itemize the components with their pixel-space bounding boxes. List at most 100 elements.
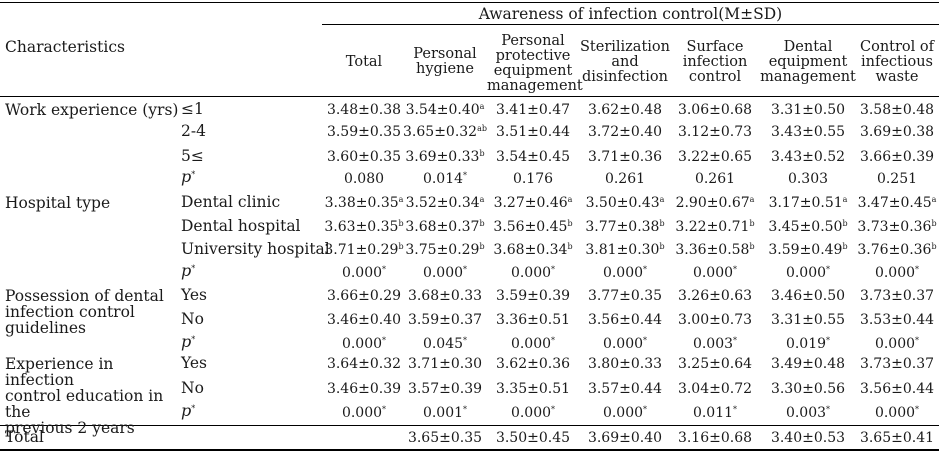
cell-sup: a — [749, 195, 755, 204]
cell-value: 3.50±0.43 — [585, 195, 660, 211]
cell-value: 3.17±0.51 — [768, 195, 843, 211]
cell-value: 3.68±0.34 — [493, 242, 568, 258]
table-cell: 3.62±0.48 — [579, 102, 671, 118]
table-cell: 3.60±0.35 — [322, 149, 406, 165]
group-label-4: Experience in infection control education… — [5, 356, 183, 436]
table-cell: 3.56±0.45b — [487, 219, 579, 235]
table-cell: 0.000* — [855, 405, 939, 421]
cell-value: 3.46±0.39 — [326, 381, 402, 397]
cell-value: 3.47±0.45 — [857, 195, 932, 211]
table-cell: 3.30±0.56 — [759, 381, 857, 397]
group-label-line: control education in the — [5, 387, 164, 421]
cell-value: 3.46±0.50 — [770, 288, 846, 304]
cell-value: 3.57±0.44 — [587, 381, 663, 397]
table-cell: 3.68±0.33 — [401, 288, 489, 304]
table-cell: 3.58±0.48 — [855, 102, 939, 118]
characteristics-text: Characteristics — [5, 38, 125, 56]
cell-value: 3.22±0.71 — [675, 219, 750, 235]
table-cell: 3.57±0.39 — [401, 381, 489, 397]
table-cell: 0.011* — [672, 405, 758, 421]
table-cell: 3.57±0.44 — [579, 381, 671, 397]
row-label: p* — [181, 169, 321, 185]
column-header-line: control — [688, 68, 742, 85]
cell-value: 3.45±0.50 — [768, 219, 843, 235]
cell-sup: * — [382, 405, 387, 414]
table-cell: 3.06±0.68 — [672, 102, 758, 118]
cell-value: 0.303 — [787, 171, 829, 187]
row-label-text: p — [181, 261, 192, 280]
cell-value: 3.73±0.37 — [859, 288, 935, 304]
row-label: No — [181, 380, 321, 396]
top-rule — [0, 2, 939, 3]
cell-value: 3.48±0.38 — [326, 102, 402, 118]
bottom-rule — [0, 449, 939, 451]
cell-value: 3.46±0.40 — [326, 312, 402, 328]
cell-value: 0.000 — [602, 336, 644, 352]
table-cell: 0.000* — [672, 265, 758, 281]
cell-value: 3.12±0.73 — [677, 124, 753, 140]
group-label-line: infection control — [5, 303, 135, 321]
table-cell: 3.77±0.38b — [579, 219, 671, 235]
table-cell: 0.080 — [322, 171, 406, 187]
group-label-2: Hospital type — [5, 195, 183, 211]
table-cell: 0.000* — [855, 265, 939, 281]
table-cell: 3.49±0.48 — [759, 356, 857, 372]
cell-value: 0.014 — [422, 171, 464, 187]
cell-value: 0.000 — [602, 265, 644, 281]
cell-sup: b — [659, 219, 665, 228]
table-cell: 3.54±0.40a — [401, 102, 489, 118]
cell-value: 0.000 — [785, 265, 827, 281]
cell-sup: b — [842, 219, 848, 228]
column-header-line: Personal — [413, 46, 477, 62]
table-cell: 3.45±0.50b — [759, 219, 857, 235]
table-cell: 3.38±0.35a — [322, 195, 406, 211]
table-cell: 3.43±0.52 — [759, 149, 857, 165]
cell-sup: * — [643, 405, 648, 414]
cell-sup: b — [398, 242, 404, 251]
cell-value: 3.63±0.35 — [324, 219, 399, 235]
cell-value: 3.56±0.44 — [587, 312, 663, 328]
group-label-line: previous 2 years — [5, 419, 135, 437]
cell-sup: b — [931, 219, 937, 228]
cell-value: 3.41±0.47 — [495, 102, 571, 118]
table-cell: 3.77±0.35 — [579, 288, 671, 304]
cell-value: 3.49±0.48 — [770, 356, 846, 372]
cell-value: 3.76±0.36 — [857, 242, 932, 258]
table-cell: 3.22±0.65 — [672, 149, 758, 165]
column-header-line: disinfection — [582, 68, 668, 85]
table-cell: 0.014* — [401, 171, 489, 187]
cell-value: 3.00±0.73 — [677, 312, 753, 328]
row-label-text: p — [181, 167, 192, 186]
column-header-line: waste — [875, 68, 919, 85]
cell-sup: a — [567, 195, 573, 204]
header-bottom-rule — [0, 96, 939, 97]
cell-value: 3.25±0.64 — [677, 356, 753, 372]
cell-sup: * — [915, 405, 920, 414]
cell-value: 3.58±0.48 — [859, 102, 935, 118]
cell-value: 3.30±0.56 — [770, 381, 846, 397]
table-cell: 3.73±0.36b — [855, 219, 939, 235]
cell-value: 3.38±0.35 — [324, 195, 399, 211]
row-label: p* — [181, 263, 321, 279]
table-cell: 0.261 — [672, 171, 758, 187]
table-cell: 3.31±0.55 — [759, 312, 857, 328]
cell-sup: a — [479, 102, 485, 111]
group-label-line: Possession of dental — [5, 287, 164, 305]
table-cell: 3.81±0.30b — [579, 242, 671, 258]
group-header-title: Awareness of infection control(M±SD) — [322, 6, 939, 23]
column-header-line: management — [487, 78, 583, 94]
cell-value: 3.71±0.29 — [324, 242, 399, 258]
group-label-line: Experience in infection — [5, 355, 114, 389]
cell-value: 3.43±0.52 — [770, 149, 846, 165]
cell-sup: * — [463, 405, 468, 414]
cell-sup: * — [826, 405, 831, 414]
characteristics-header: Characteristics — [5, 38, 165, 56]
cell-value: 3.72±0.40 — [587, 124, 663, 140]
table-cell: 3.59±0.39 — [487, 288, 579, 304]
cell-value: 0.000 — [341, 265, 383, 281]
row-label: No — [181, 311, 321, 327]
column-header-line: Sterilization — [579, 38, 670, 55]
cell-sup: * — [463, 336, 468, 345]
table-cell: 3.48±0.38 — [322, 102, 406, 118]
column-header-4: Sterilization and disinfection — [579, 38, 671, 85]
